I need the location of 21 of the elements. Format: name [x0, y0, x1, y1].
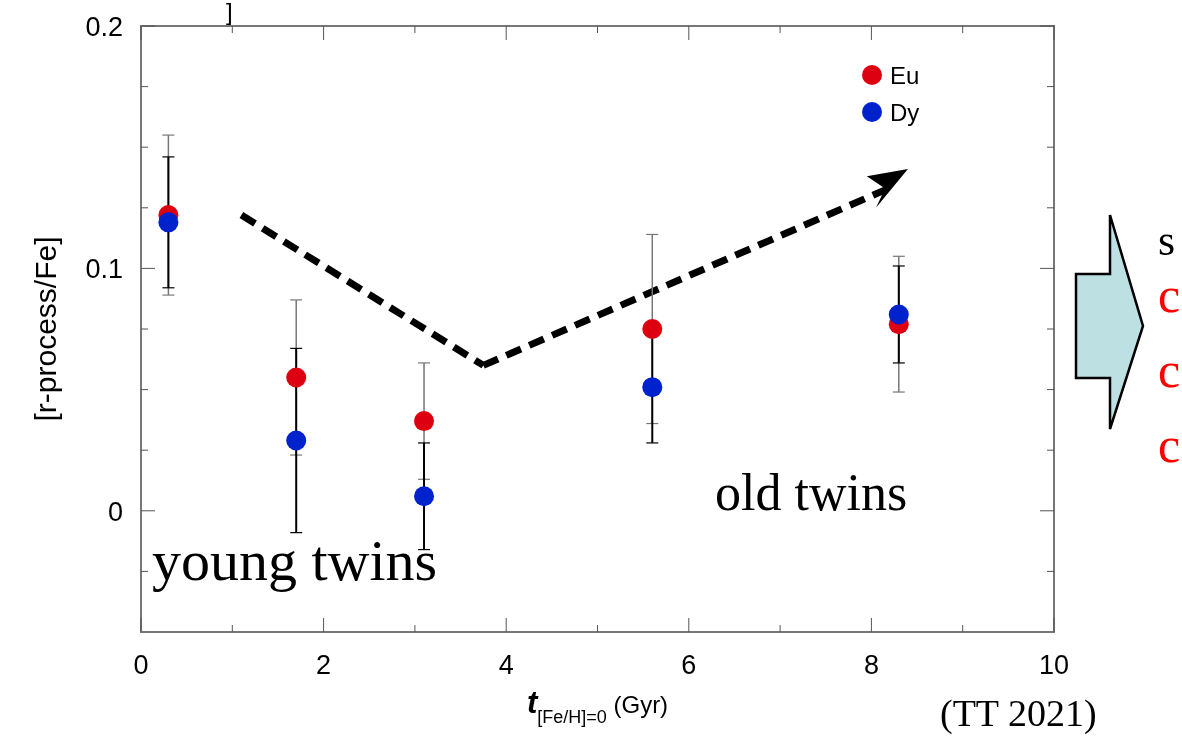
- y-axis-title: [r-process/Fe]: [29, 236, 62, 422]
- x-tick-label: 8: [863, 650, 879, 680]
- text: c: [1158, 417, 1181, 473]
- x-axis-title: t$_{[Fe/H]=0}$ (Gyr): [526, 685, 669, 727]
- x-tick-label: 4: [498, 650, 514, 680]
- x-tick-label: 10: [1038, 650, 1070, 680]
- x-tick-label: 2: [316, 650, 332, 680]
- annotation: young twins: [152, 528, 438, 593]
- y-tick-label: 0: [107, 496, 123, 527]
- legend-label: Eu: [890, 62, 920, 89]
- x-tick-label: 0: [133, 650, 149, 680]
- text: c: [1158, 342, 1181, 398]
- y-tick-label: 0.2: [85, 12, 123, 42]
- x-tick-label: 6: [681, 650, 697, 680]
- y-tick-label: 0.1: [85, 254, 123, 285]
- legend-label: Dy: [890, 99, 920, 126]
- text: (TT 2021): [940, 692, 1097, 735]
- text: s: [1158, 216, 1176, 265]
- text: c: [1158, 267, 1181, 323]
- text: ]: [226, 0, 233, 25]
- annotation: old twins: [715, 464, 908, 521]
